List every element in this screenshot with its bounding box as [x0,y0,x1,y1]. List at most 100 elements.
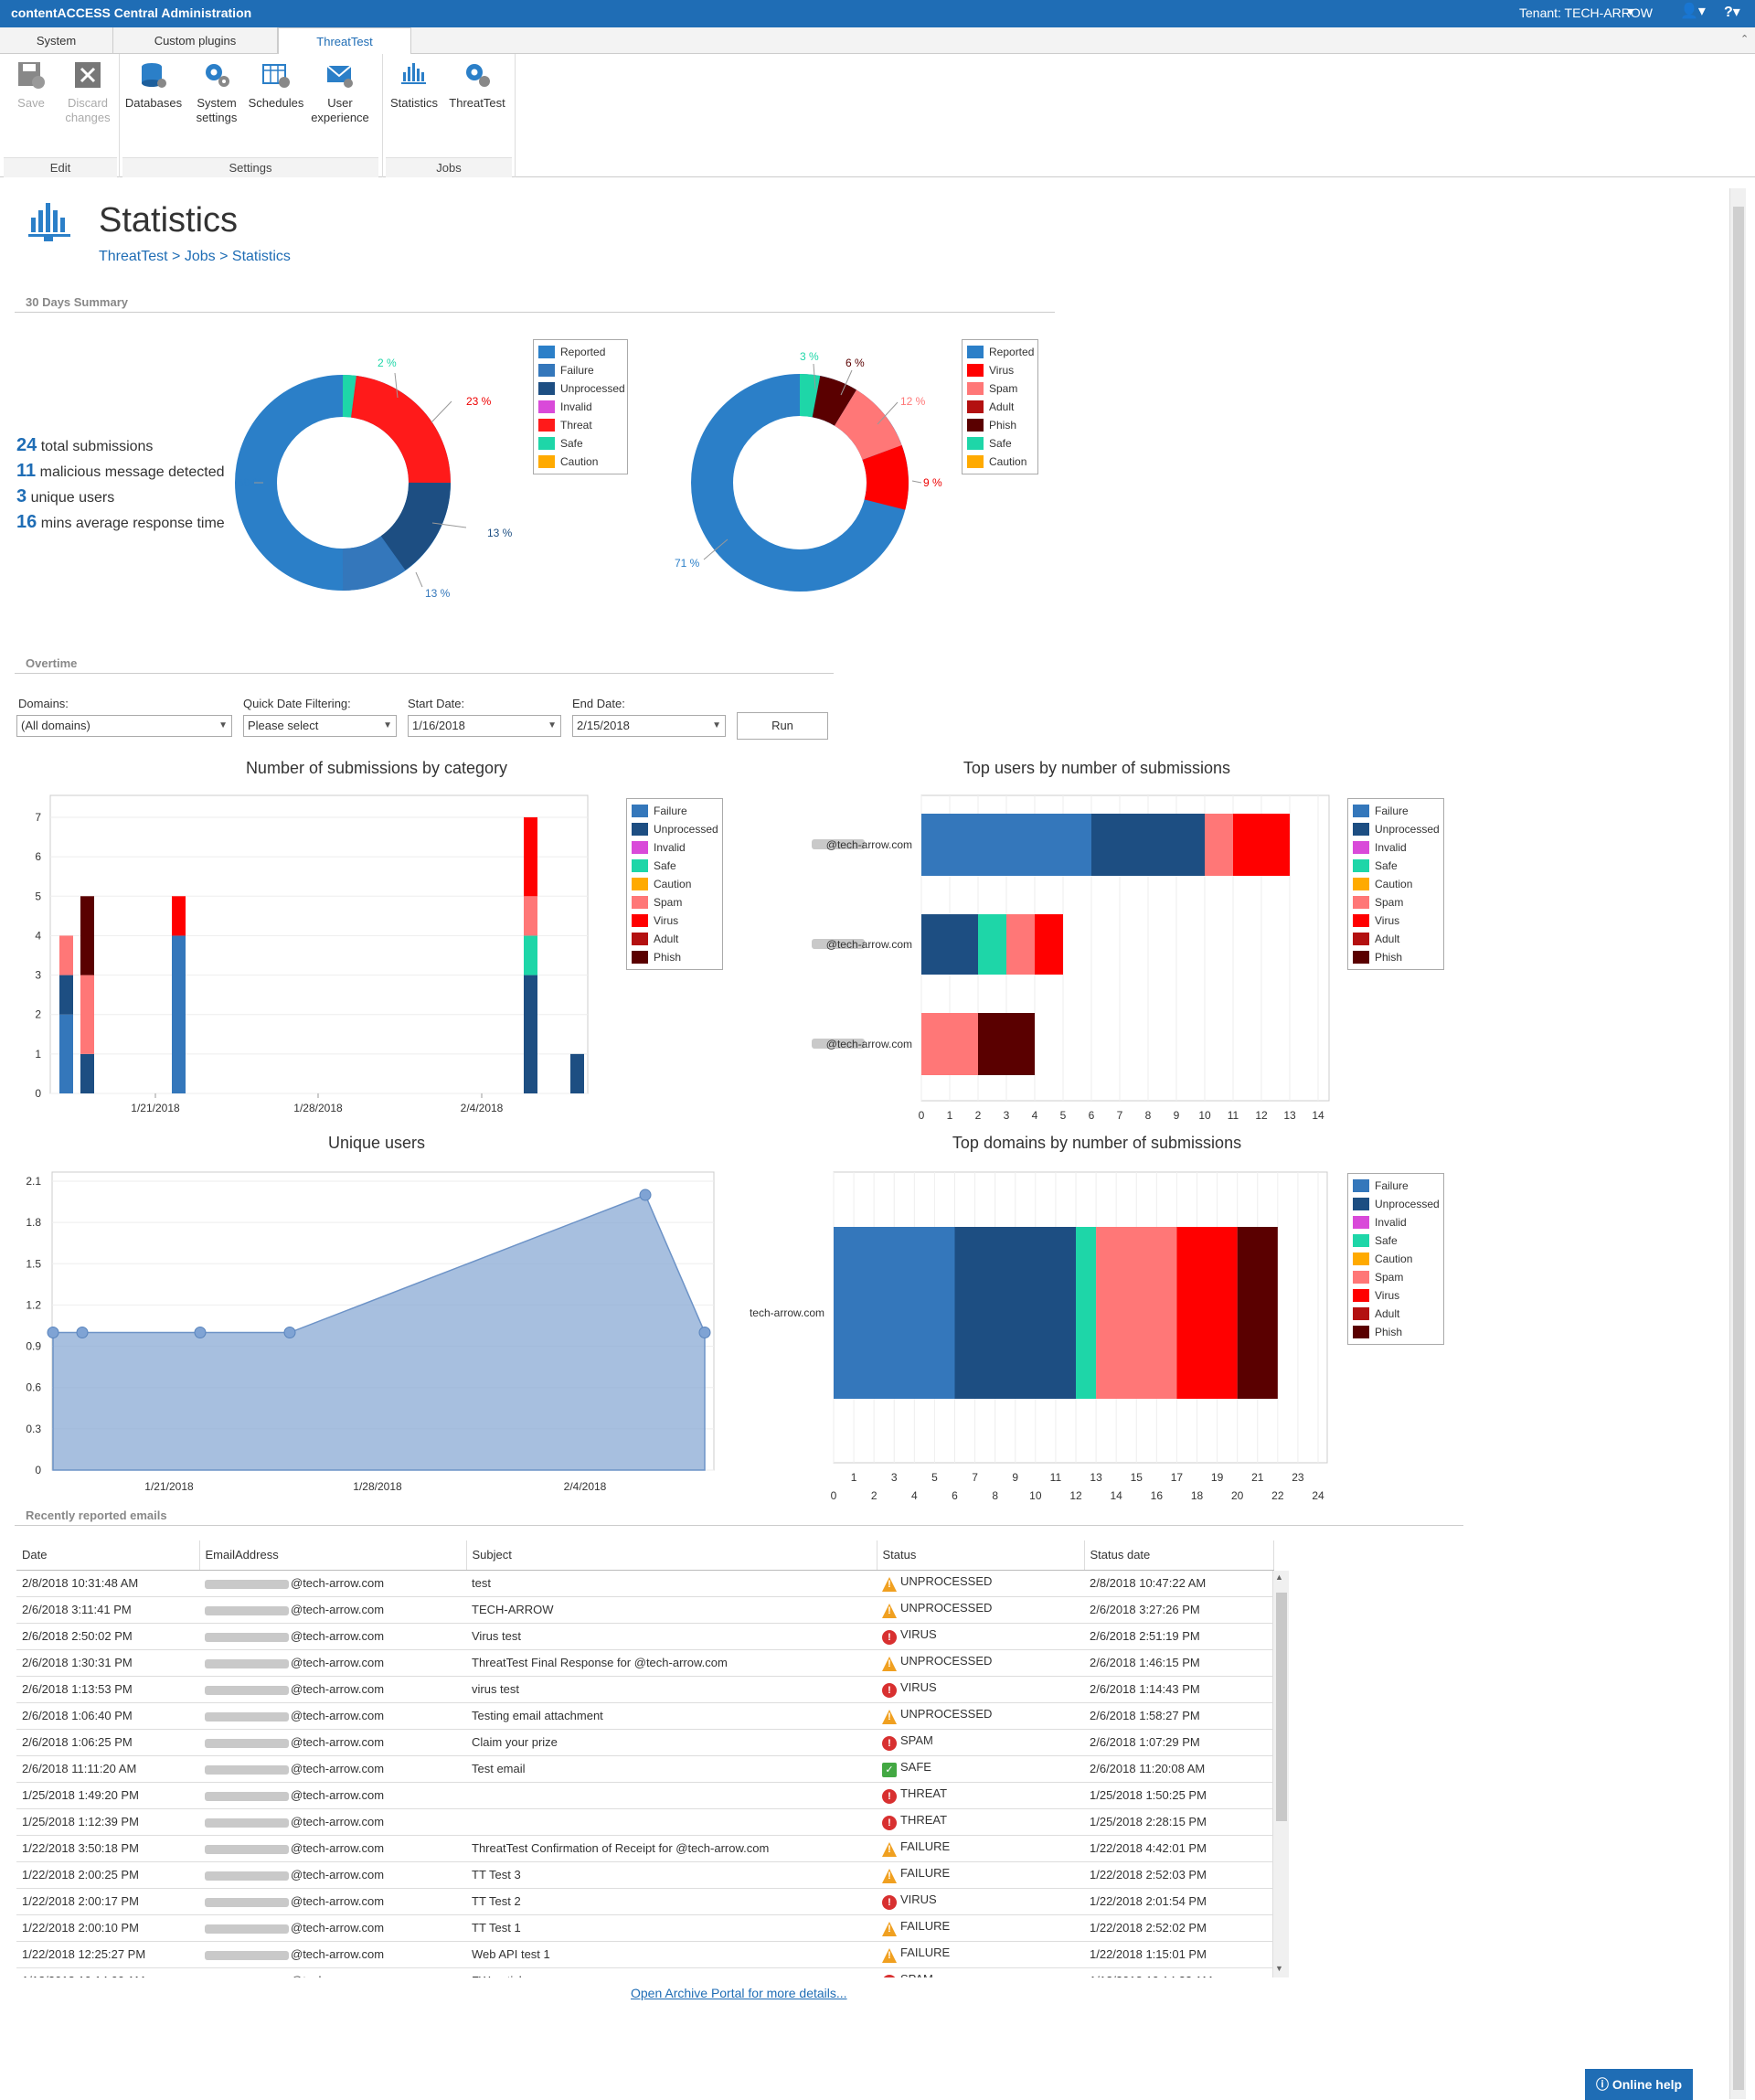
data-point [194,1327,207,1339]
table-row[interactable]: 1/22/2018 3:50:18 PM @tech-arrow.com Threa… [16,1835,1273,1862]
start-date-picker[interactable]: 1/16/2018 ▼ [408,715,561,737]
cell-subject: Virus test [466,1623,877,1650]
cell-status: ! VIRUS [877,1888,1084,1915]
table-row[interactable]: 1/22/2018 12:25:27 PM @tech-arrow.com Web … [16,1941,1273,1968]
table-row[interactable]: 2/6/2018 1:13:53 PM @tech-arrow.com virus … [16,1676,1273,1703]
redacted-username [205,1844,289,1854]
page-scroll-thumb[interactable] [1733,207,1744,2090]
open-archive-portal-link[interactable]: Open Archive Portal for more details... [631,1986,847,2000]
user-experience-button[interactable]: User experience [311,59,369,125]
start-date-value: 1/16/2018 [412,719,465,732]
y-tick-label: 0.3 [26,1423,41,1435]
cell-status: ! UNPROCESSED [877,1596,1084,1624]
table-row[interactable]: 2/6/2018 2:50:02 PM @tech-arrow.com Virus … [16,1623,1273,1650]
col-header-email[interactable]: EmailAddress [199,1540,467,1571]
domains-select[interactable]: (All domains) ▼ [16,715,232,737]
cell-status: ! THREAT [877,1782,1084,1809]
x-tick-label-bottom: 0 [831,1489,837,1499]
x-tick-label-bottom: 22 [1271,1489,1284,1499]
category-label: tech-arrow.com [750,1306,824,1319]
y-tick-label: 1.2 [26,1298,41,1311]
quick-date-value: Please select [248,719,319,732]
quick-date-select[interactable]: Please select ▼ [243,715,397,737]
tenant-dropdown-icon[interactable]: ▾ [1627,4,1634,18]
bar-segment [1035,914,1063,975]
legend-item: Caution [538,453,622,471]
chart-title-top-domains: Top domains by number of submissions [952,1134,1242,1152]
table-row[interactable]: 1/22/2018 2:00:17 PM @tech-arrow.com TT Te… [16,1888,1273,1915]
table-row[interactable]: 1/22/2018 2:00:25 PM @tech-arrow.com TT Te… [16,1861,1273,1889]
end-date-value: 2/15/2018 [577,719,630,732]
x-tick-label: 8 [1145,1109,1152,1122]
table-row[interactable]: 1/18/2018 10:14:00 AM @tech-arrow.com FW: … [16,1967,1273,1977]
schedules-button[interactable]: Schedules [247,59,305,111]
legend-swatch [632,896,648,909]
cell-subject: TECH-ARROW [466,1596,877,1624]
table-row[interactable]: 2/6/2018 3:11:41 PM @tech-arrow.com TECH-A… [16,1596,1273,1624]
cell-subject: TT Test 2 [466,1888,877,1915]
status-text: FAILURE [900,1866,951,1880]
online-help-button[interactable]: ⓘ Online help [1585,2069,1693,2100]
collapse-ribbon-icon[interactable]: ⌃ [1740,34,1750,45]
tenant-selector[interactable]: Tenant: TECH-ARROW [1519,5,1653,20]
run-button[interactable]: Run [737,712,828,740]
end-date-picker[interactable]: 2/15/2018 ▼ [572,715,726,737]
x-tick-label-bottom: 20 [1231,1489,1244,1499]
table-row[interactable]: 2/6/2018 11:11:20 AM @tech-arrow.com Test … [16,1755,1273,1783]
system-settings-button[interactable]: System settings [187,59,246,125]
table-row[interactable]: 2/6/2018 1:06:25 PM @tech-arrow.com Claim … [16,1729,1273,1756]
tab-custom-plugins[interactable]: Custom plugins [113,27,278,54]
scroll-down-icon[interactable]: ▼ [1275,1964,1283,1973]
threattest-button[interactable]: ThreatTest [448,59,506,111]
save-button[interactable]: Save [2,59,60,111]
user-icon[interactable]: 👤▾ [1680,4,1706,19]
legend-label: Spam [1375,1271,1404,1284]
col-header-status[interactable]: Status [877,1540,1085,1571]
legend-swatch [1353,1271,1369,1284]
discard-changes-button[interactable]: Discard changes [58,59,117,125]
cell-status-date: 1/22/2018 2:52:02 PM [1084,1914,1273,1942]
statistics-button[interactable]: Statistics [385,59,443,111]
breadcrumb-statistics[interactable]: Statistics [231,249,291,264]
table-row[interactable]: 1/25/2018 1:12:39 PM @tech-arrow.com! THRE… [16,1808,1273,1836]
table-row[interactable]: 1/25/2018 1:49:20 PM @tech-arrow.com! THRE… [16,1782,1273,1809]
x-tick-label-bottom: 18 [1191,1489,1204,1499]
cell-status: ! THREAT [877,1808,1084,1836]
x-tick-label-top: 15 [1131,1471,1143,1484]
breadcrumb-jobs[interactable]: Jobs [184,249,216,264]
table-row[interactable]: 2/6/2018 1:30:31 PM @tech-arrow.com Threat… [16,1649,1273,1677]
cell-status: !SPAM [877,1967,1084,1977]
tab-system[interactable]: System [0,27,113,54]
table-row[interactable]: 1/22/2018 2:00:10 PM @tech-arrow.com TT Te… [16,1914,1273,1942]
x-tick-label-top: 1 [851,1471,857,1484]
grid-scroll-thumb[interactable] [1276,1593,1287,1821]
breadcrumb-threattest[interactable]: ThreatTest [99,249,168,264]
legend-label: Unprocessed [654,823,718,836]
bar-segment [524,975,537,1093]
cell-subject: TT Test 3 [466,1861,877,1889]
legend-item: Unprocessed [1353,820,1440,838]
app-title: contentACCESS Central Administration [11,5,252,20]
x-tick-label-top: 3 [891,1471,898,1484]
bar-segment [1176,1227,1238,1399]
legend-item: Caution [1353,875,1439,893]
help-icon[interactable]: ?▾ [1724,5,1740,20]
bar-segment [834,1227,955,1399]
donut-chart-malicious: 3 % 6 % 12 % 9 % 71 % [675,350,942,592]
databases-button[interactable]: Databases [124,59,183,111]
tab-threattest[interactable]: ThreatTest [278,27,411,55]
grid-scrollbar[interactable]: ▲ ▼ [1272,1571,1289,1977]
bar-segment [524,896,537,936]
page-scrollbar[interactable] [1729,188,1746,2099]
table-row[interactable]: 2/8/2018 10:31:48 AM @tech-arrow.com test!… [16,1570,1273,1597]
x-tick-label-top: 21 [1251,1471,1264,1484]
cell-status-date: 2/6/2018 1:07:29 PM [1084,1729,1273,1756]
table-row[interactable]: 2/6/2018 1:06:40 PM @tech-arrow.com Testin… [16,1702,1273,1730]
cell-status: ! UNPROCESSED [877,1649,1084,1677]
col-header-status-date[interactable]: Status date [1084,1540,1274,1571]
col-header-subject[interactable]: Subject [466,1540,878,1571]
scroll-up-icon[interactable]: ▲ [1275,1572,1283,1582]
col-header-date[interactable]: Date [16,1540,200,1571]
warning-icon: ! [882,1604,897,1618]
cell-date: 1/22/2018 2:00:17 PM [16,1888,199,1915]
